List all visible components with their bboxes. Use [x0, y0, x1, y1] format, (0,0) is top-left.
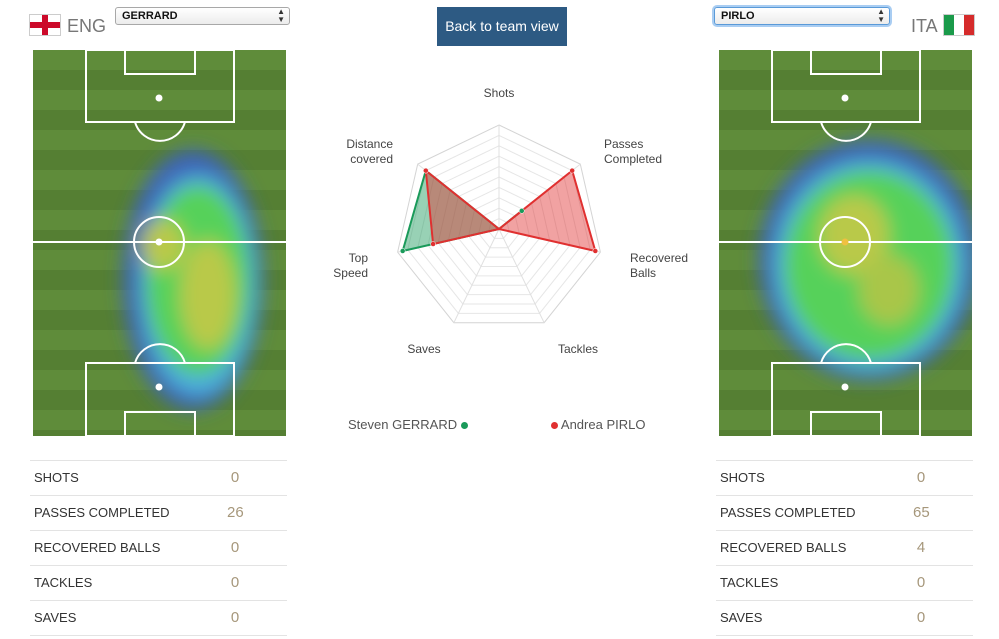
stat-label: PASSES COMPLETED [720, 505, 856, 520]
select-arrows-icon: ▲ ▼ [277, 7, 285, 24]
stat-label: SHOTS [720, 470, 765, 485]
radar-grid-ring [478, 207, 520, 249]
radar-axis-line [498, 228, 545, 323]
radar-grid-ring [468, 197, 530, 258]
radar-grid-ring [437, 166, 561, 286]
stat-row: SAVES 0 [716, 600, 973, 636]
radar-axis-label: Top Speed [333, 251, 368, 280]
player-select-value: GERRARD [122, 10, 178, 22]
radar-chart [300, 80, 700, 380]
stat-label: SAVES [34, 610, 77, 625]
stat-value: 26 [227, 504, 244, 521]
radar-axis-label: Tackles [557, 342, 598, 356]
stat-row: SAVES 0 [30, 600, 287, 636]
legend-label: Andrea PIRLO [560, 417, 646, 432]
legend-item-gerrard[interactable]: Steven GERRARD [348, 417, 468, 432]
legend-item-pirlo[interactable]: Andrea PIRLO [551, 417, 645, 432]
stat-value: 0 [916, 609, 926, 626]
player-select-value: PIRLO [721, 10, 755, 22]
legend-dot-icon [551, 422, 558, 430]
player-stats-table: SHOTS 0 PASSES COMPLETED 26 RECOVERED BALL… [30, 460, 287, 636]
legend-dot-icon [460, 422, 468, 430]
stat-label: TACKLES [34, 575, 93, 590]
radar-point [592, 248, 599, 254]
radar-grid-ring [457, 186, 541, 267]
radar-grid-ring [488, 218, 510, 239]
stat-label: RECOVERED BALLS [720, 540, 847, 555]
stat-value: 4 [916, 539, 926, 556]
team-code: ITA [911, 16, 938, 36]
radar-axis-line [453, 228, 500, 323]
stat-value: 0 [230, 539, 240, 556]
radar-grid-ring [417, 145, 581, 305]
radar-point [423, 167, 429, 174]
stat-row: TACKLES 0 [30, 565, 287, 600]
radar-axis-label: Saves [407, 342, 441, 356]
england-flag-icon [30, 15, 60, 35]
heatmap-pitch [719, 50, 972, 436]
stat-value: 0 [230, 574, 240, 591]
team-code: ENG [67, 16, 107, 36]
radar-point [519, 208, 525, 214]
stat-row: SHOTS 0 [30, 460, 287, 495]
stat-label: RECOVERED BALLS [34, 540, 161, 555]
stat-value: 0 [916, 574, 926, 591]
radar-axis-label: Passes Completed [604, 137, 663, 166]
radar-point [430, 241, 436, 247]
stat-value: 0 [230, 609, 240, 626]
radar-grid-ring [447, 176, 551, 277]
stat-row: TACKLES 0 [716, 565, 973, 600]
stat-value: 0 [230, 469, 240, 486]
player-select[interactable]: GERRARD ▲ ▼ [115, 7, 290, 25]
radar-axis-label: Recovered Balls [630, 251, 689, 280]
radar-point [569, 167, 575, 174]
legend-label: Steven GERRARD [348, 417, 458, 432]
radar-grid-ring [397, 124, 601, 324]
stat-value: 65 [913, 504, 930, 521]
select-arrows-icon: ▲ ▼ [877, 7, 885, 24]
radar-point [399, 248, 406, 254]
back-to-team-view-button[interactable]: Back to team view [437, 7, 567, 46]
stat-label: PASSES COMPLETED [34, 505, 170, 520]
stat-value: 0 [916, 469, 926, 486]
stat-row: SHOTS 0 [716, 460, 973, 495]
stat-label: TACKLES [720, 575, 779, 590]
stat-label: SAVES [720, 610, 763, 625]
player-stats-table: SHOTS 0 PASSES COMPLETED 65 RECOVERED BALL… [716, 460, 973, 636]
stat-row: PASSES COMPLETED 26 [30, 495, 287, 530]
stat-row: RECOVERED BALLS 4 [716, 530, 973, 565]
stat-row: RECOVERED BALLS 0 [30, 530, 287, 565]
italy-flag-icon [944, 15, 974, 35]
heatmap-pitch [33, 50, 286, 436]
radar-axis-label: Shots [483, 86, 515, 100]
radar-axis-label: Distance covered [346, 137, 393, 166]
stat-label: SHOTS [34, 470, 79, 485]
player-select[interactable]: PIRLO ▲ ▼ [714, 7, 890, 25]
stat-row: PASSES COMPLETED 65 [716, 495, 973, 530]
radar-grid-ring [427, 155, 571, 296]
